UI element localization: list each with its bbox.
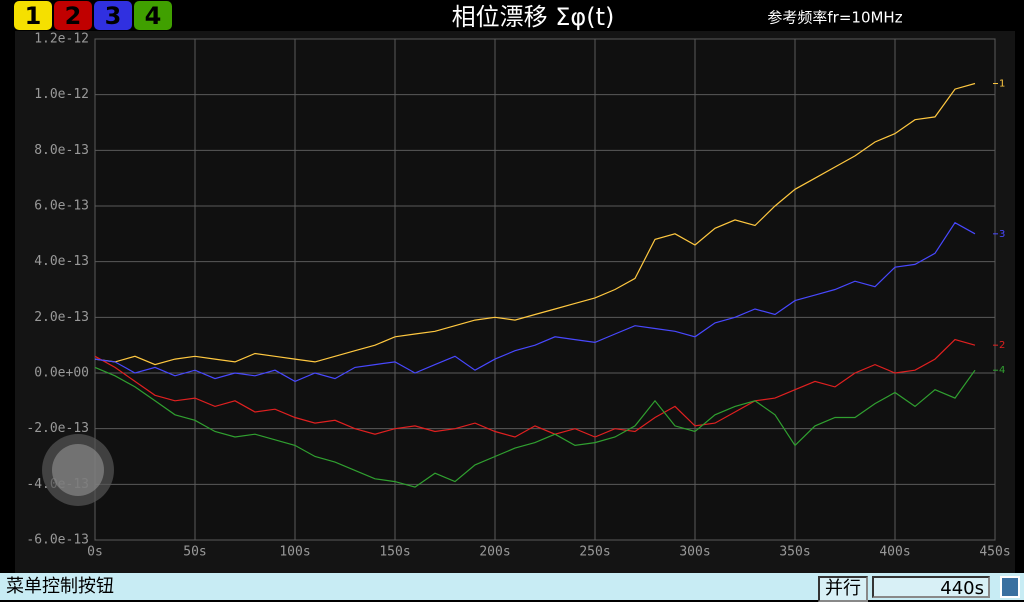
y-tick-label: 8.0e-13: [34, 143, 89, 158]
x-tick-label: 350s: [779, 545, 810, 560]
plot-area: [94, 38, 996, 541]
chart-subtitle: 参考频率fr=10MHz: [767, 9, 902, 27]
series-end-label: 3: [999, 229, 1005, 240]
y-tick-label: 1.0e-12: [34, 87, 89, 102]
y-tick-label: 0.0e+00: [34, 366, 89, 381]
icon-button[interactable]: [1000, 576, 1020, 598]
y-tick-label: 6.0e-13: [34, 199, 89, 214]
series-line: [94, 82, 976, 366]
x-tick-label: 50s: [183, 545, 206, 560]
channel-tab[interactable]: 1: [14, 1, 52, 30]
joystick-knob[interactable]: [52, 444, 104, 496]
chart-title: 相位漂移 Σφ(t): [452, 3, 615, 31]
x-tick-label: 450s: [979, 545, 1010, 560]
x-tick-label: 0s: [87, 545, 103, 560]
x-tick-label: 400s: [879, 545, 910, 560]
series-end-label: 4: [999, 365, 1005, 376]
y-tick-label: -2.0e-13: [26, 421, 89, 436]
y-tick-label: 2.0e-13: [34, 310, 89, 325]
y-tick-label: 4.0e-13: [34, 254, 89, 269]
y-tick-label: 1.2e-12: [34, 32, 89, 47]
channel-tab[interactable]: 2: [54, 1, 92, 30]
x-tick-label: 100s: [279, 545, 310, 560]
status-bar: 菜单控制按钮 并行 440s: [0, 573, 1024, 602]
x-tick-label: 200s: [479, 545, 510, 560]
x-tick-label: 300s: [679, 545, 710, 560]
channel-tab[interactable]: 4: [134, 1, 172, 30]
series-end-label: 1: [999, 79, 1005, 90]
x-tick-label: 150s: [379, 545, 410, 560]
channel-tab[interactable]: 3: [94, 1, 132, 30]
chart: 相位漂移 Σφ(t) 参考频率fr=10MHz -6.0e-13-4.0e-13…: [15, 3, 1015, 573]
series-line: [94, 338, 976, 438]
y-tick-label: -6.0e-13: [26, 533, 89, 548]
x-tick-label: 250s: [579, 545, 610, 560]
series-line: [94, 221, 976, 383]
menu-label[interactable]: 菜单控制按钮: [6, 576, 114, 597]
series-line: [94, 366, 976, 488]
time-field: 440s: [872, 576, 990, 599]
series-end-label: 2: [999, 340, 1005, 351]
mode-button[interactable]: 并行: [818, 576, 868, 602]
